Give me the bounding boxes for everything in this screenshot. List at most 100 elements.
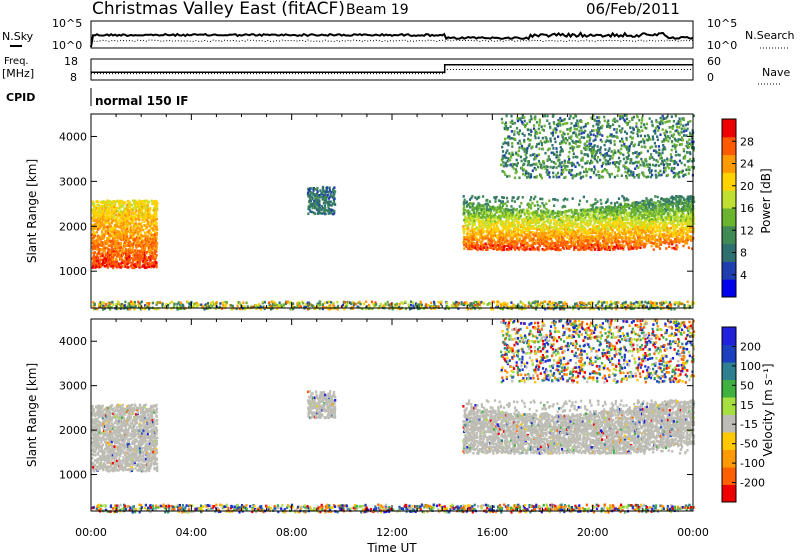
data-cell (155, 204, 159, 208)
data-cell (537, 246, 540, 249)
data-cell (118, 225, 121, 229)
data-cell (490, 242, 493, 246)
data-cell (537, 232, 540, 235)
data-cell (637, 244, 641, 247)
data-cell (552, 171, 555, 175)
data-cell (659, 229, 662, 233)
data-cell (506, 149, 509, 152)
data-cell (523, 134, 526, 137)
data-cell (508, 214, 511, 217)
data-cell (545, 232, 548, 235)
data-cell (314, 194, 317, 198)
data-cell (480, 210, 483, 213)
data-cell (123, 241, 127, 244)
data-cell (518, 176, 521, 180)
data-cell (93, 251, 96, 254)
data-cell (570, 173, 573, 177)
data-cell (553, 122, 556, 126)
data-cell (521, 218, 524, 221)
data-cell (92, 210, 95, 214)
data-cell (533, 227, 536, 230)
data-cell (107, 215, 110, 219)
data-cell (598, 237, 601, 241)
data-cell (543, 231, 546, 234)
data-cell (123, 242, 126, 246)
data-cell (108, 207, 111, 210)
data-cell (601, 223, 604, 227)
data-cell (535, 143, 539, 146)
data-cell (468, 223, 471, 226)
data-cell (138, 236, 141, 240)
data-cell (570, 168, 574, 172)
data-cell (477, 227, 480, 230)
data-cell (598, 227, 601, 231)
data-cell (512, 234, 515, 237)
data-cell (507, 218, 510, 222)
data-cell (471, 194, 474, 198)
data-cell (530, 245, 533, 248)
data-cell (559, 224, 562, 227)
data-cell (472, 246, 475, 250)
freq-label: Freq. (4, 56, 29, 67)
data-cell (123, 209, 126, 213)
data-cell (316, 197, 319, 200)
data-cell (531, 241, 534, 245)
data-cell (476, 229, 479, 232)
data-cell (633, 231, 636, 234)
data-cell (512, 167, 515, 170)
data-cell (95, 230, 98, 234)
data-cell (153, 212, 156, 216)
data-cell (114, 203, 117, 206)
data-cell (630, 218, 633, 222)
data-cell (102, 218, 105, 222)
data-cell (332, 191, 335, 194)
data-cell (96, 214, 99, 217)
data-cell (125, 210, 129, 213)
data-cell (559, 210, 562, 214)
data-cell (119, 241, 122, 245)
data-cell (656, 195, 659, 199)
data-cell (462, 209, 466, 213)
data-cell (613, 231, 616, 234)
data-cell (623, 223, 627, 227)
data-cell (568, 219, 571, 222)
data-cell (104, 206, 107, 210)
data-cell (317, 206, 320, 209)
data-cell (111, 204, 114, 208)
data-cell (523, 212, 526, 215)
data-cell (120, 215, 123, 218)
data-cell (637, 232, 640, 235)
data-cell (635, 228, 638, 231)
data-cell (580, 224, 583, 227)
data-cell (115, 239, 118, 243)
data-cell (468, 214, 471, 217)
data-cell (493, 213, 496, 216)
data-cell (539, 235, 542, 239)
data-cell (95, 242, 99, 245)
data-cell (544, 228, 547, 231)
data-cell (324, 206, 327, 210)
data-cell (462, 231, 466, 235)
data-cell (104, 264, 107, 268)
data-cell (629, 227, 632, 231)
data-cell (483, 237, 486, 241)
data-cell (622, 232, 625, 235)
data-cell (492, 205, 495, 209)
data-cell (559, 130, 562, 133)
data-cell (322, 188, 325, 192)
data-cell (543, 114, 546, 118)
data-cell (503, 224, 506, 227)
data-cell (508, 174, 511, 178)
data-cell (672, 202, 675, 205)
data-cell (115, 258, 118, 261)
data-cell (617, 242, 620, 245)
data-cell (594, 237, 597, 241)
data-cell (98, 243, 101, 247)
data-cell (578, 132, 581, 136)
data-cell (322, 194, 325, 197)
data-cell (116, 229, 119, 233)
data-cell (94, 205, 97, 209)
data-cell (575, 122, 578, 125)
data-cell (578, 145, 581, 148)
data-cell (148, 210, 151, 214)
